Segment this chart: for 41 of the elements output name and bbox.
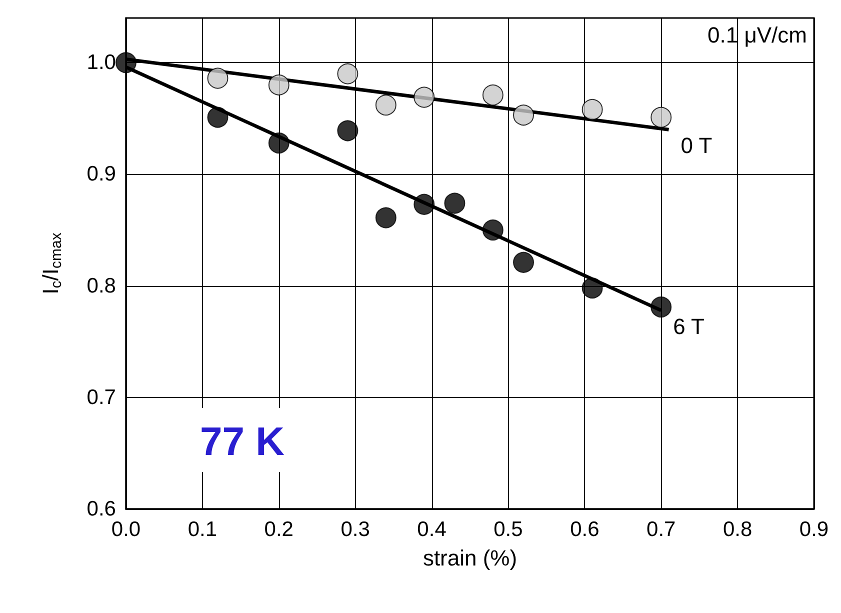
- y-axis-title: Ic/Icmax: [38, 232, 65, 294]
- annotation: 0.1 μV/cm: [708, 22, 807, 48]
- point: [414, 86, 435, 108]
- series-label: 0 T: [680, 133, 712, 158]
- point: [650, 106, 672, 128]
- x-tick-label: 0.3: [340, 518, 370, 541]
- point: [207, 106, 228, 128]
- y-tick-label: 0.7: [86, 386, 116, 409]
- point: [582, 278, 603, 299]
- point: [513, 104, 534, 126]
- x-tick-label: 0.6: [570, 518, 600, 541]
- point: [513, 252, 534, 273]
- point: [268, 132, 290, 154]
- x-tick-label: 0.0: [111, 518, 141, 541]
- y-tick-label: 1.0: [86, 51, 116, 74]
- point: [482, 84, 504, 106]
- y-tick-label: 0.6: [86, 498, 116, 520]
- x-axis-title: strain (%): [422, 546, 518, 570]
- point: [582, 99, 603, 120]
- point: [444, 192, 466, 214]
- series-label: 6 T: [673, 314, 704, 339]
- point: [650, 296, 672, 318]
- point: [116, 52, 136, 74]
- y-tick-label: 0.8: [86, 274, 116, 298]
- x-tick-label: 0.2: [264, 518, 294, 541]
- point: [482, 220, 504, 241]
- point: [375, 94, 396, 116]
- x-tick-label: 0.5: [494, 518, 523, 541]
- point: [414, 194, 435, 215]
- y-tick-label: 0.9: [86, 162, 116, 186]
- x-tick-label: 0.9: [799, 518, 829, 541]
- point: [375, 207, 396, 228]
- x-tick-label: 0.4: [417, 518, 447, 541]
- point: [337, 63, 358, 84]
- annotation: 77 K: [200, 420, 285, 464]
- point: [268, 74, 290, 96]
- x-tick-label: 0.7: [646, 518, 676, 541]
- x-tick-label: 0.8: [722, 518, 752, 541]
- point: [337, 120, 358, 142]
- point: [207, 68, 228, 89]
- x-tick-label: 0.1: [188, 518, 218, 541]
